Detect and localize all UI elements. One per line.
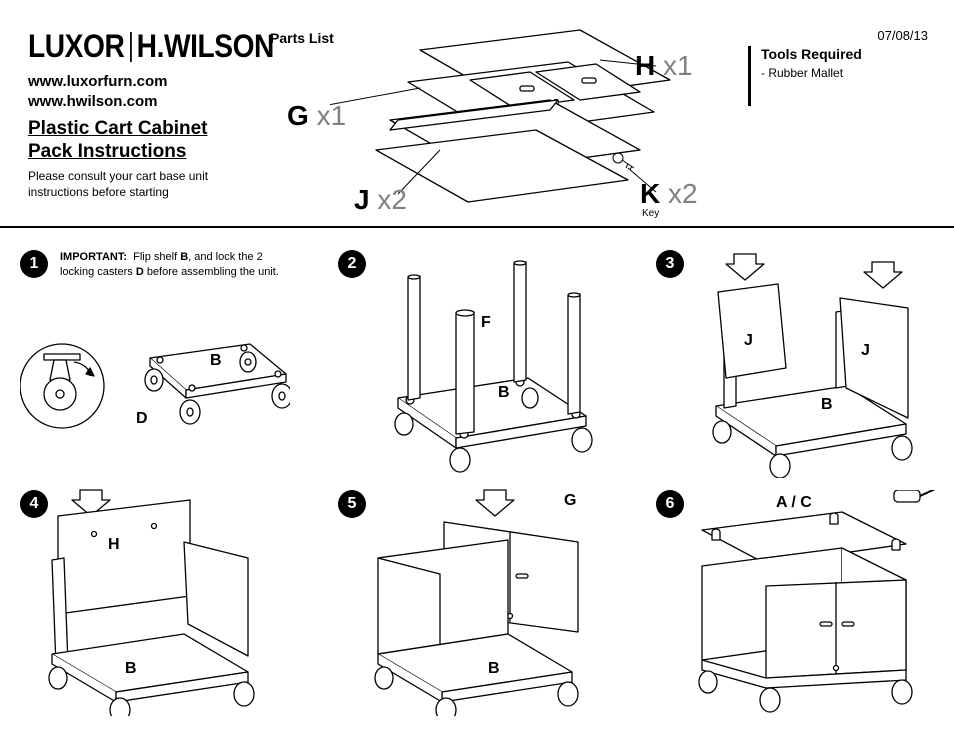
step-6-label-ac: A / C [776,494,812,512]
step-1-diagram [20,308,290,468]
step-2-label-b: B [498,384,510,402]
step-4: 4 H B [0,484,318,724]
tools-title: Tools Required [761,46,928,62]
title-line-1: Plastic Cart Cabinet [28,118,208,141]
steps-grid: 1 IMPORTANT: Flip shelf B, and lock the … [0,244,954,724]
step-6-diagram [676,490,954,720]
step-6: 6 [636,484,954,724]
step-3-num: 3 [656,250,684,278]
page-title: Plastic Cart Cabinet Pack Instructions [28,118,208,164]
part-label-k: K x2 [640,178,698,210]
step-1-num: 1 [20,250,48,278]
step-3-label-j2: J [861,342,870,360]
logo: LUXOR H.WILSON [28,28,274,66]
step-3-diagram [686,248,946,478]
step-2-diagram [368,258,608,478]
step-4-diagram [24,486,284,716]
step-2: 2 F B [318,244,636,484]
part-label-j: J x2 [354,184,407,216]
step-3-label-b: B [821,396,833,414]
step-3: 3 J J B [636,244,954,484]
title-line-2: Pack Instructions [28,141,208,164]
parts-list-label: Parts List [270,30,334,46]
part-label-g: G x1 [287,100,346,132]
step-1: 1 IMPORTANT: Flip shelf B, and lock the … [0,244,318,484]
step-1-label-d: D [136,410,148,428]
step-4-label-h: H [108,536,120,554]
logo-divider [130,32,132,62]
step-5-label-g: G [564,492,576,510]
step-2-label-f: F [481,314,491,332]
logo-right: H.WILSON [137,28,274,64]
urls: www.luxorfurn.com www.hwilson.com [28,72,167,111]
url-1: www.luxorfurn.com [28,72,167,92]
step-2-num: 2 [338,250,366,278]
logo-left: LUXOR [28,28,124,64]
subtitle: Please consult your cart base unit instr… [28,168,228,200]
date: 07/08/13 [877,28,928,43]
step-5-diagram [358,486,628,716]
tools-box: Tools Required - Rubber Mallet [748,46,928,106]
step-3-label-j1: J [744,332,753,350]
step-1-label-b: B [210,352,222,370]
header: LUXOR H.WILSON www.luxorfurn.com www.hwil… [0,0,954,228]
tools-item-0: - Rubber Mallet [761,66,928,80]
part-sublabel-k: Key [642,208,659,219]
url-2: www.hwilson.com [28,92,167,112]
part-label-h: H x1 [635,50,693,82]
step-5-label-b: B [488,660,500,678]
step-5: 5 G B [318,484,636,724]
step-4-label-b: B [125,660,137,678]
step-1-text: IMPORTANT: Flip shelf B, and lock the 2 … [60,250,280,280]
